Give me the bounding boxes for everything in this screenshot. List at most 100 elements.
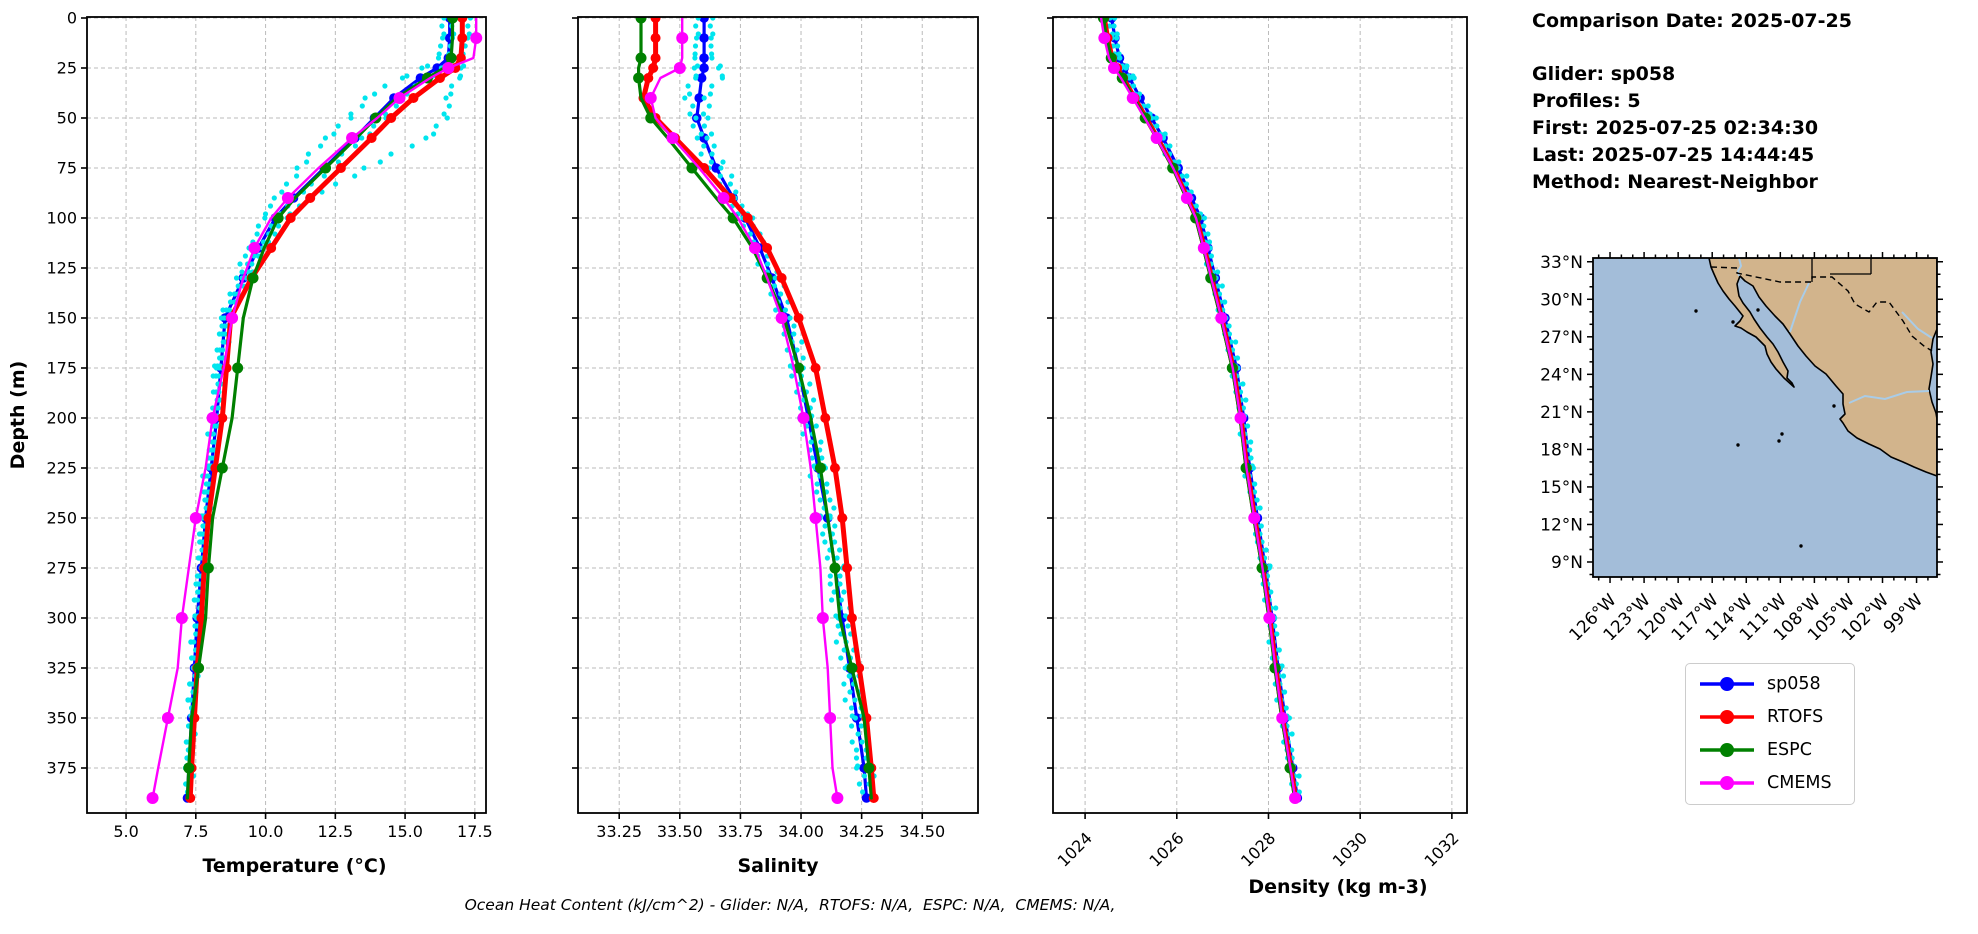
x-tick-label: 7.5: [183, 822, 208, 841]
map-river: [1848, 390, 1930, 404]
series-marker-sp058: [696, 73, 707, 83]
legend: sp058 RTOFS ESPC CMEMS: [1685, 663, 1855, 805]
series-marker-CMEMS: [248, 242, 261, 254]
series-marker-CMEMS: [161, 712, 174, 724]
series-marker-CMEMS: [393, 92, 406, 104]
series-line-sp058: [695, 17, 869, 800]
x-axis-title: Density (kg m-3): [1248, 876, 1427, 898]
series-marker-RTOFS: [842, 563, 853, 573]
series-marker-RTOFS: [285, 213, 296, 223]
series-group: [633, 17, 879, 804]
series-marker-ESPC: [635, 17, 647, 24]
series-group: [146, 17, 483, 804]
series-marker-ESPC: [635, 52, 647, 64]
x-tick-label: 1032: [1420, 828, 1462, 870]
legend-sample-icon: [1700, 742, 1754, 757]
series-dots-sp058-obs-1: [185, 17, 473, 795]
series-marker-RTOFS: [650, 33, 661, 43]
first-profile-time: First: 2025-07-25 02:34:30: [1532, 117, 1819, 139]
series-marker-CMEMS: [281, 192, 294, 204]
x-tick-label: 5.0: [113, 822, 138, 841]
y-tick-label: 375: [46, 759, 77, 778]
legend-sample-icon: [1700, 709, 1754, 724]
map-island: [1799, 544, 1803, 548]
series-marker-CMEMS: [1150, 132, 1163, 144]
comparison-date: Comparison Date: 2025-07-25: [1532, 10, 1852, 32]
y-tick-label: 350: [46, 709, 77, 728]
series-marker-RTOFS: [457, 33, 468, 43]
map-river: [1901, 311, 1933, 339]
panel-salinity: 33.25 33.50 33.75 34.00 34.25 34.50 Salinity: [572, 16, 979, 877]
series-marker-sp058: [699, 53, 709, 63]
map-lon-label: 99°W: [1880, 590, 1927, 637]
map-frame: [1592, 257, 1938, 578]
series-marker-CMEMS: [824, 712, 837, 724]
x-tick-label: 33.50: [657, 822, 703, 841]
map-lat-label: 30°N: [1540, 290, 1583, 310]
series-marker-RTOFS: [762, 243, 773, 253]
series-marker-ESPC: [863, 762, 875, 774]
series-marker-CMEMS: [146, 792, 159, 804]
map-lat-label: 21°N: [1540, 403, 1583, 423]
series-marker-RTOFS: [266, 243, 277, 253]
ohc-caption: Ocean Heat Content (kJ/cm^2) - Glider: N…: [464, 896, 1116, 914]
legend-entry-rtofs: RTOFS: [1686, 700, 1854, 733]
last-profile-time: Last: 2025-07-25 14:44:45: [1532, 144, 1815, 166]
series-marker-CMEMS: [442, 62, 455, 74]
y-tick-label: 0: [67, 9, 77, 28]
series-marker-ESPC: [202, 562, 214, 574]
axes-spines: [86, 16, 487, 814]
legend-sample-icon: [1700, 676, 1754, 691]
y-tick-label: 225: [46, 459, 77, 478]
series-marker-ESPC: [272, 212, 284, 224]
series-marker-ESPC: [793, 362, 805, 374]
series-marker-ESPC: [216, 462, 228, 474]
y-tick-label: 325: [46, 659, 77, 678]
series-marker-ESPC: [633, 72, 645, 84]
y-tick-label: 125: [46, 259, 77, 278]
series-marker-RTOFS: [810, 363, 821, 373]
series-marker-CMEMS: [1263, 612, 1276, 624]
map-border-dashed: [1710, 266, 1933, 352]
series-line-sp058: [1110, 17, 1300, 800]
series-marker-sp058: [699, 33, 709, 43]
series-marker-ESPC: [829, 562, 841, 574]
series-group: [1097, 17, 1303, 804]
legend-label: CMEMS: [1767, 772, 1832, 793]
header-spacer: [1532, 35, 1852, 61]
series-marker-ESPC: [686, 162, 698, 174]
comparison-info: Comparison Date: 2025-07-25 Glider: sp05…: [1532, 8, 1852, 196]
axes-spines: [577, 16, 979, 814]
x-tick-label: 17.5: [457, 822, 493, 841]
series-marker-RTOFS: [829, 463, 840, 473]
series-marker-CMEMS: [1289, 792, 1302, 804]
map-island: [1832, 404, 1836, 408]
interp-method: Method: Nearest-Neighbor: [1532, 171, 1818, 193]
x-tick-label: 1024: [1054, 828, 1096, 870]
map-island: [1736, 443, 1740, 447]
series-marker-CMEMS: [1098, 32, 1111, 44]
map-lat-label: 9°N: [1551, 553, 1583, 573]
profiles-count: Profiles: 5: [1532, 90, 1641, 112]
glider-name: Glider: sp058: [1532, 63, 1676, 85]
series-marker-RTOFS: [217, 413, 228, 423]
series-marker-ESPC: [232, 362, 244, 374]
series-marker-sp058: [699, 17, 709, 23]
series-line-RTOFS: [187, 17, 465, 801]
map-geography: [1694, 258, 1937, 548]
series-marker-RTOFS: [305, 193, 316, 203]
legend-entry-cmems: CMEMS: [1686, 766, 1854, 799]
series-marker-CMEMS: [797, 412, 810, 424]
map-lat-label: 24°N: [1540, 365, 1583, 385]
series-marker-CMEMS: [470, 32, 483, 44]
series-marker-ESPC: [1097, 17, 1109, 24]
y-tick-label: 300: [46, 609, 77, 628]
y-tick-label: 50: [57, 109, 77, 128]
y-tick-label: 100: [46, 209, 77, 228]
x-tick-label: 33.75: [718, 822, 764, 841]
series-line-sp058: [185, 17, 452, 800]
series-marker-RTOFS: [846, 613, 857, 623]
series-marker-RTOFS: [335, 163, 346, 173]
x-axis-title: Salinity: [737, 855, 819, 877]
